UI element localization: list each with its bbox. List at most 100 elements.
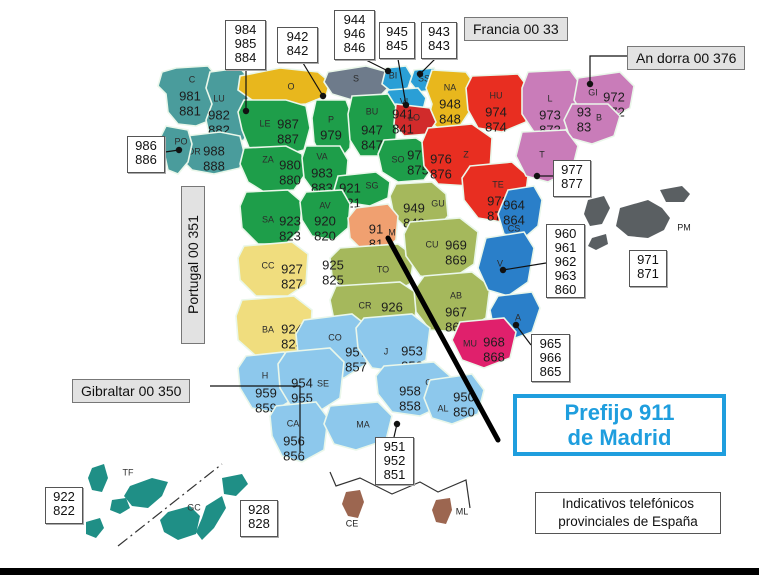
province-abbr-malaga: MA	[356, 419, 370, 429]
province-code-a-coruna-0: 981	[179, 88, 201, 103]
leader-dot-gipuzkoa	[416, 70, 424, 78]
code-box-santacruz-line0: 922	[53, 489, 75, 504]
island-label-pm: PM	[677, 222, 691, 232]
madrid-prefix-callout: Prefijo 911 de Madrid	[513, 394, 726, 456]
code-box-tarragona-line0: 977	[561, 162, 583, 177]
province-code-murcia-0: 968	[483, 334, 505, 349]
leader-dot-malaga	[393, 420, 401, 428]
province-code-barcelona-0: 93	[577, 104, 591, 119]
melilla-shape	[432, 498, 452, 524]
province-code-huelva-0: 959	[255, 385, 277, 400]
code-box-cantabria-line1: 842	[286, 43, 309, 58]
legend-line1: Indicativos telefónicos	[561, 496, 695, 511]
code-box-laspalmas: 928 828	[240, 500, 278, 537]
province-abbr-huelva: H	[262, 370, 269, 380]
leader-cantabria	[302, 62, 324, 97]
province-code-almeria-1: 850	[453, 404, 475, 419]
province-avila	[299, 189, 351, 241]
province-abbr-valencia: V	[497, 258, 503, 268]
province-abbr-zamora: ZA	[262, 154, 274, 164]
province-abbr-castellon: CS	[508, 223, 521, 233]
province-abbr-teruel: TE	[492, 179, 504, 189]
province-code-segovia-0: 921	[339, 180, 361, 195]
code-box-asturias-line0: 984	[234, 22, 257, 37]
code-box-gipuzkoa-line1: 843	[428, 38, 450, 53]
province-zamora	[239, 145, 305, 193]
province-abbr-alicante: A	[515, 312, 521, 322]
province-abbr-huesca: HU	[490, 90, 503, 100]
province-code-burgos-0: 947	[361, 122, 383, 137]
code-box-araba: 945 845	[379, 22, 415, 59]
province-abbr-valladolid: VA	[316, 151, 327, 161]
province-code-granada-0: 958	[399, 383, 421, 398]
province-code-lugo-0: 982	[208, 107, 230, 122]
province-abbr-sevilla: SE	[317, 378, 329, 388]
code-box-cantabria: 942 842	[277, 27, 318, 63]
island-fuerteventura	[196, 496, 226, 540]
code-box-valencia-line4: 860	[554, 282, 577, 297]
province-code-huesca-1: 874	[485, 119, 507, 134]
province-code-guadalajara-0: 949	[403, 200, 425, 215]
province-huesca	[465, 73, 531, 133]
island-ibiza	[584, 196, 610, 226]
province-code-burgos-1: 847	[361, 137, 383, 152]
province-abbr-bizkaia: BI	[389, 70, 398, 80]
code-box-baleares-line0: 971	[637, 252, 659, 267]
islands-layer: PM TF GC CE ML	[86, 186, 691, 547]
province-code-sevilla-0: 954	[291, 375, 313, 390]
province-code-avila-1: 820	[314, 228, 336, 243]
madrid-pointer-line	[385, 235, 501, 443]
province-abbr-cadiz: CA	[287, 418, 300, 428]
province-abbr-madrid: M	[388, 227, 396, 237]
province-abbr-cantabria: S	[353, 73, 359, 83]
province-code-sevilla-1: 955	[291, 390, 313, 405]
code-box-pontevedra: 986 886	[127, 136, 165, 173]
province-code-caceres-1: 827	[281, 276, 303, 291]
province-code-navarra-1: 848	[439, 111, 461, 126]
code-box-malaga-line2: 851	[383, 467, 406, 482]
province-abbr-lleida: L	[547, 93, 552, 103]
province-code-girona-0: 972	[603, 89, 625, 104]
code-box-malaga-line1: 952	[383, 453, 406, 468]
leader-araba	[397, 58, 407, 106]
code-box-laspalmas-line1: 828	[248, 516, 270, 531]
code-box-valencia-line3: 963	[554, 268, 577, 283]
leader-dot-alicante	[512, 321, 520, 329]
code-box-cantabria-line0: 942	[286, 29, 309, 44]
province-code-caceres-0: 927	[281, 261, 303, 276]
province-abbr-almeria: AL	[437, 403, 448, 413]
country-label-portugal: Portugal 00 351	[181, 186, 205, 344]
leader-valencia	[502, 262, 547, 271]
province-code-cadiz-0: 956	[283, 433, 305, 448]
island-gran-canaria	[160, 506, 200, 540]
island-la-palma	[88, 464, 108, 492]
code-box-asturias-line1: 985	[234, 36, 257, 51]
map-legend-caption: Indicativos telefónicos provinciales de …	[535, 492, 721, 534]
province-abbr-larioja: LO	[408, 112, 420, 122]
province-code-zamora-0: 980	[279, 157, 301, 172]
province-code-cuenca-1: 869	[445, 252, 467, 267]
leader-andorra	[589, 55, 627, 84]
province-abbr-palencia: P	[328, 114, 334, 124]
island-tenerife	[124, 478, 168, 508]
melilla-label: ML	[456, 506, 469, 516]
province-code-navarra-0: 948	[439, 96, 461, 111]
province-code-cordoba-1: 857	[345, 359, 367, 374]
code-box-bizkaia: 944 946 846	[334, 10, 375, 60]
province-abbr-cordoba: CO	[328, 332, 342, 342]
province-code-palencia-0: 979	[320, 127, 342, 142]
code-box-valencia: 960 961 962 963 860	[546, 224, 585, 298]
province-abbr-pontevedra: PO	[174, 136, 187, 146]
code-box-gipuzkoa: 943 843	[421, 22, 457, 59]
province-code-larioja-0: 941	[392, 106, 414, 121]
province-code-huesca-0: 974	[485, 104, 507, 119]
code-box-pontevedra-line1: 886	[135, 152, 157, 167]
province-abbr-araba: VI	[400, 96, 409, 106]
leader-dot-asturias	[242, 107, 250, 115]
leader-alicante	[515, 324, 532, 346]
province-code-granada-1: 858	[399, 398, 421, 413]
code-box-bizkaia-line1: 946	[343, 26, 366, 41]
